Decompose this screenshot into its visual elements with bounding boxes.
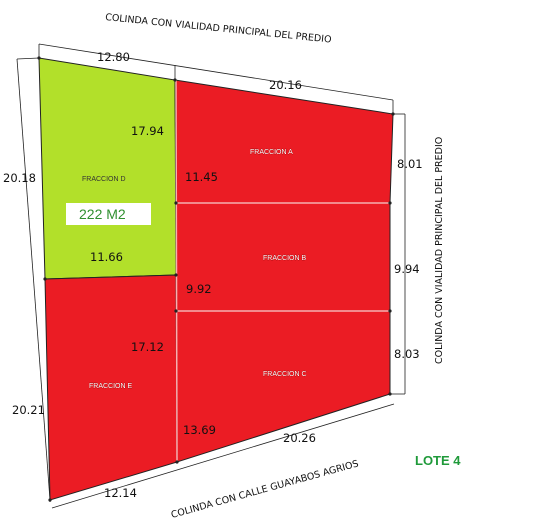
east-road-label: COLINDA CON VIALIDAD PRINCIPAL DEL PREDI… [434,137,445,364]
fraction-a-parcel [174,79,394,204]
dimension-north-a: 20.16 [269,78,302,92]
dimension-a-west: 11.45 [185,170,218,184]
dimension-east-a: 8.01 [397,157,423,171]
dimension-west-d: 20.18 [3,171,36,185]
dimension-east-b: 9.94 [394,262,420,276]
fraction-c-label: FRACCION C [263,371,307,378]
dimension-c-west: 13.69 [183,423,216,437]
dimension-d-south: 11.66 [90,250,123,264]
fraction-d-parcel [38,57,177,280]
fraction-b-label: FRACCION B [263,255,307,262]
dimension-south-c: 20.26 [283,431,316,445]
fraction-d-area-box: 222 M2 [66,203,151,225]
fraction-a-label: FRACCION A [250,149,293,156]
fraction-d-label: FRACCION D [82,176,126,183]
north-road-label: COLINDA CON VIALIDAD PRINCIPAL DEL PREDI… [105,12,332,46]
dimension-east-c: 8.03 [394,347,420,361]
dimension-west-e: 20.21 [12,403,45,417]
fraction-e-label: FRACCION E [89,383,133,390]
dimension-south-e: 12.14 [104,486,137,500]
internal-division-lines [175,79,390,463]
fraction-d-area: 222 M2 [79,206,126,222]
lot-label: LOTE 4 [415,453,461,468]
south-road-label: COLINDA CON CALLE GUAYABOS AGRIOS [170,458,360,518]
dimension-extension-lines [16,43,406,509]
dimension-e-east: 17.12 [131,340,164,354]
dimension-north-d: 12.80 [97,50,130,64]
dimension-d-east: 17.94 [131,124,164,138]
dimension-b-west: 9.92 [186,282,212,296]
vertex-markers [37,56,395,502]
